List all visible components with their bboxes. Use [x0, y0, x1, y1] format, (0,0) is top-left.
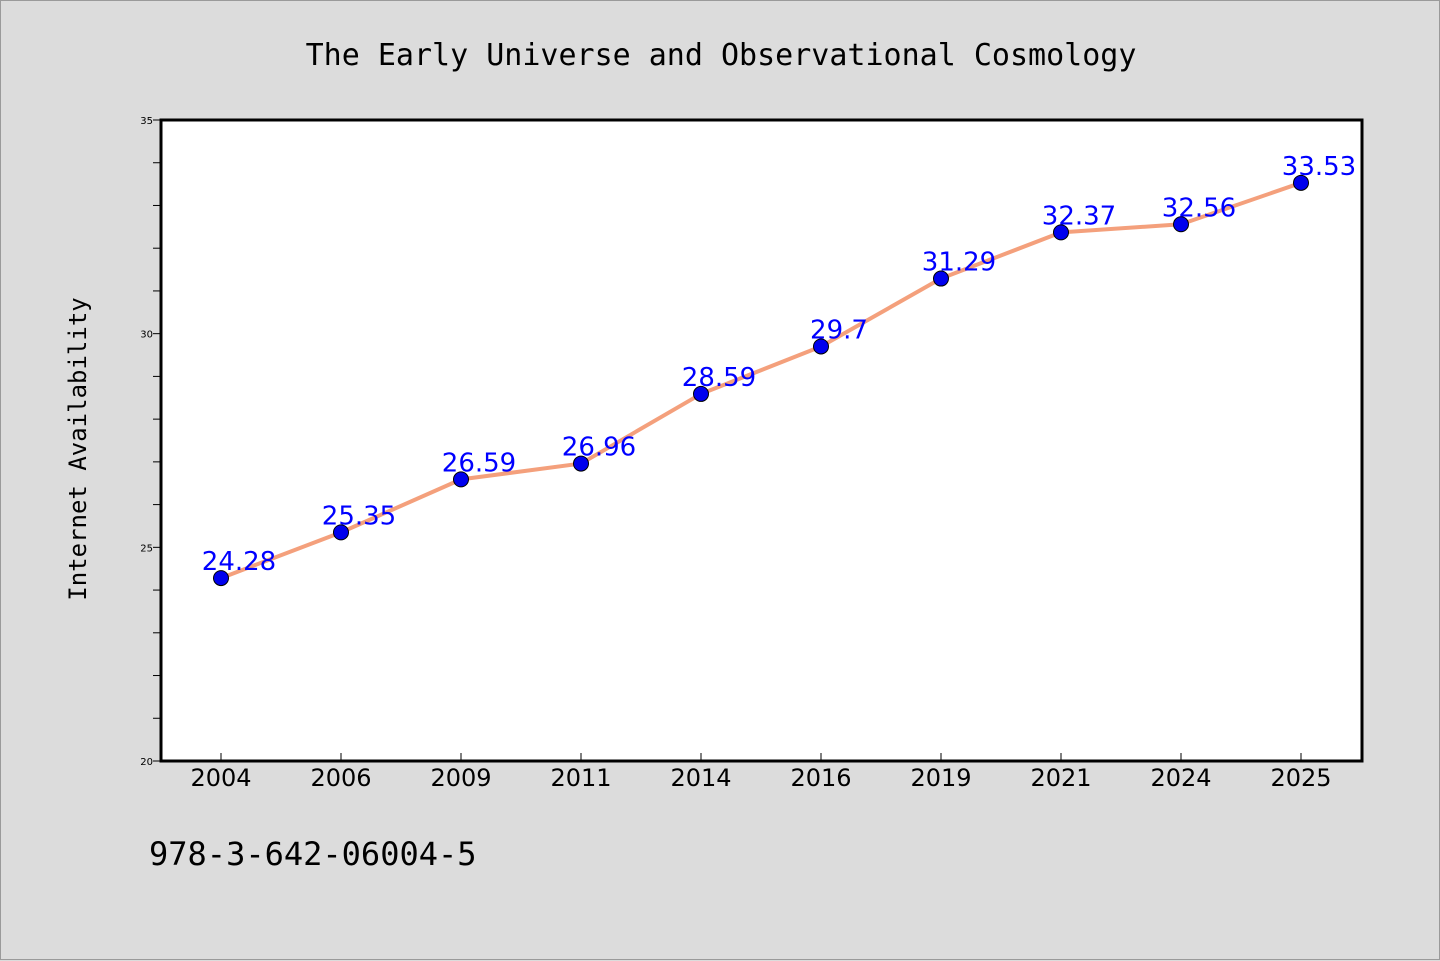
data-label: 31.29 [922, 248, 996, 278]
isbn-text: 978-3-642-06004-5 [149, 835, 477, 873]
data-point-marker [573, 455, 589, 472]
data-point-marker [1293, 174, 1309, 191]
data-point-marker [1173, 216, 1189, 233]
series-layer: 24.28 25.35 26.59 26.96 28.59 29.7 31.29 32.37 3… [202, 152, 1356, 587]
data-point-marker [213, 570, 229, 587]
data-label: 26.96 [562, 433, 636, 463]
data-label: 29.7 [810, 315, 868, 345]
data-label: 32.56 [1162, 193, 1236, 223]
data-label: 32.37 [1042, 201, 1116, 231]
x-axis: 2004 2006 2009 2011 2014 2016 2019 2021 2024 2025 [190, 753, 1332, 792]
x-tick-label: 2024 [1150, 764, 1211, 792]
data-point-marker [453, 471, 469, 488]
x-tick-label: 2016 [790, 764, 851, 792]
data-point-marker [1053, 224, 1069, 241]
x-tick-label: 2014 [670, 764, 731, 792]
y-axis-label: Internet Availability [64, 297, 92, 600]
data-point-marker [693, 385, 709, 402]
x-tick-label: 2009 [430, 764, 491, 792]
data-point-marker [813, 338, 829, 355]
x-tick-label: 2025 [1270, 764, 1331, 792]
y-axis: 20 25 30 35 [140, 116, 161, 768]
chart-title: The Early Universe and Observational Cos… [306, 38, 1137, 73]
data-label: 33.53 [1282, 152, 1356, 182]
y-tick-label: 20 [140, 757, 153, 768]
x-tick-label: 2006 [310, 764, 371, 792]
data-label: 25.35 [322, 501, 396, 531]
x-tick-label: 2021 [1030, 764, 1091, 792]
x-tick-label: 2011 [550, 764, 611, 792]
y-tick-label: 35 [140, 116, 153, 127]
series-line [219, 180, 1303, 581]
data-label: 24.28 [202, 547, 276, 577]
x-tick-label: 2004 [190, 764, 251, 792]
y-tick-label: 25 [140, 543, 153, 554]
x-tick-label: 2019 [910, 764, 971, 792]
data-label: 26.59 [442, 448, 516, 478]
y-tick-label: 30 [140, 330, 153, 341]
data-label: 28.59 [682, 363, 756, 393]
data-point-marker [333, 524, 349, 541]
data-point-marker [933, 270, 949, 287]
